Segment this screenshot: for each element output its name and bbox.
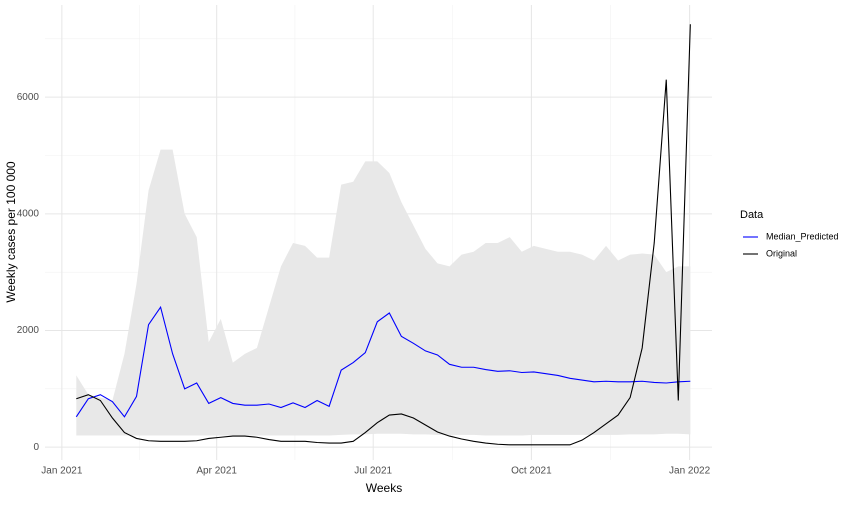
x-tick-label: Jul 2021 [354, 466, 392, 477]
x-tick-label: Jan 2022 [669, 466, 711, 477]
legend-title: Data [740, 209, 764, 221]
x-tick-label: Jan 2021 [41, 466, 83, 477]
x-tick-label: Apr 2021 [196, 466, 237, 477]
y-tick-label: 0 [33, 442, 39, 453]
x-axis-title: Weeks [366, 481, 402, 495]
x-tick-label: Oct 2021 [511, 466, 552, 477]
y-tick-label: 6000 [17, 92, 40, 103]
y-axis-title: Weekly cases per 100 000 [4, 161, 18, 303]
legend-label: Original [766, 248, 797, 258]
y-tick-label: 2000 [17, 325, 40, 336]
series-line [76, 24, 691, 446]
ribbon [76, 149, 691, 436]
series-line [75, 305, 691, 418]
legend-label: Median_Predicted [766, 231, 839, 241]
y-tick-label: 4000 [17, 208, 40, 219]
